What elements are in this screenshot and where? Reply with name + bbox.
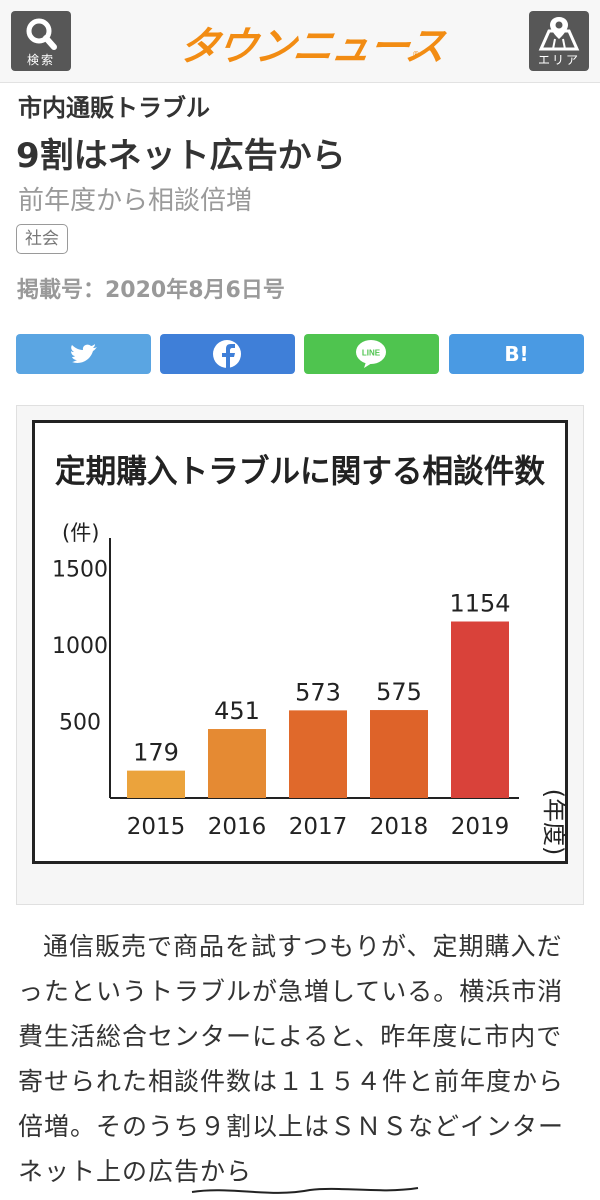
article-category: 市内通販トラブル bbox=[18, 94, 210, 122]
issue-date: 掲載号：2020年8月6日号 bbox=[17, 278, 285, 303]
y-tick-label: 500 bbox=[59, 711, 101, 736]
y-tick-label: 1500 bbox=[52, 558, 108, 583]
search-button[interactable]: 検索 bbox=[11, 11, 71, 71]
bar-2019 bbox=[451, 621, 509, 798]
article-headline: 9割はネット広告から bbox=[16, 136, 346, 176]
bar-2018 bbox=[370, 710, 428, 798]
category-tag[interactable]: 社会 bbox=[16, 224, 68, 254]
search-icon bbox=[26, 18, 57, 50]
x-tick-label: 2015 bbox=[127, 814, 186, 840]
chart-title: 定期購入トラブルに関する相談件数 bbox=[55, 452, 546, 490]
search-label: 検索 bbox=[26, 53, 55, 67]
bar-value-label: 1154 bbox=[449, 590, 510, 618]
y-tick-label: 1000 bbox=[52, 634, 108, 659]
facebook-icon bbox=[213, 340, 241, 368]
share-twitter-button[interactable] bbox=[16, 334, 151, 374]
article-paragraph: 通信販売で商品を試すつもりが、定期購入だったというトラブルが急増している。横浜市… bbox=[18, 932, 565, 1186]
twitter-icon bbox=[71, 344, 97, 363]
bar-value-label: 179 bbox=[133, 739, 179, 767]
bar-value-label: 573 bbox=[295, 678, 341, 706]
bar-2016 bbox=[208, 729, 266, 798]
scribble-mark bbox=[191, 1187, 419, 1194]
map-pin-icon bbox=[538, 17, 580, 51]
share-line-button[interactable]: LINE bbox=[304, 334, 439, 374]
share-facebook-button[interactable] bbox=[160, 334, 295, 374]
y-axis-unit: (件) bbox=[62, 521, 99, 545]
line-icon: LINE bbox=[356, 340, 386, 368]
area-button[interactable]: エリア bbox=[529, 11, 589, 71]
article-subtitle: 前年度から相談倍増 bbox=[18, 186, 253, 216]
bar-2017 bbox=[289, 710, 347, 798]
x-axis-unit: (年度) bbox=[540, 789, 568, 856]
top-header: 検索 タウンニュース ® エリア bbox=[0, 0, 600, 83]
consultation-count-chart: 定期購入トラブルに関する相談件数 (件) 500 1000 1500 179 451 5… bbox=[32, 420, 568, 864]
bar-value-label: 451 bbox=[214, 697, 260, 725]
logo-registered-mark: ® bbox=[412, 50, 420, 59]
area-label: エリア bbox=[537, 53, 580, 67]
share-hatena-button[interactable]: B! bbox=[449, 334, 584, 374]
bar-value-label: 575 bbox=[376, 678, 422, 706]
bar-2015 bbox=[127, 770, 185, 798]
x-tick-label: 2018 bbox=[370, 814, 429, 840]
x-tick-label: 2019 bbox=[451, 814, 510, 840]
article-body: 通信販売で商品を試すつもりが、定期購入だったというトラブルが急増している。横浜市… bbox=[18, 924, 582, 1194]
x-tick-label: 2016 bbox=[208, 814, 267, 840]
hatena-bookmark-icon: B! bbox=[504, 342, 529, 366]
site-logo[interactable]: タウンニュース ® bbox=[176, 14, 446, 70]
line-icon-text: LINE bbox=[362, 349, 381, 358]
logo-text: タウンニュース bbox=[176, 24, 447, 70]
x-tick-label: 2017 bbox=[289, 814, 348, 840]
